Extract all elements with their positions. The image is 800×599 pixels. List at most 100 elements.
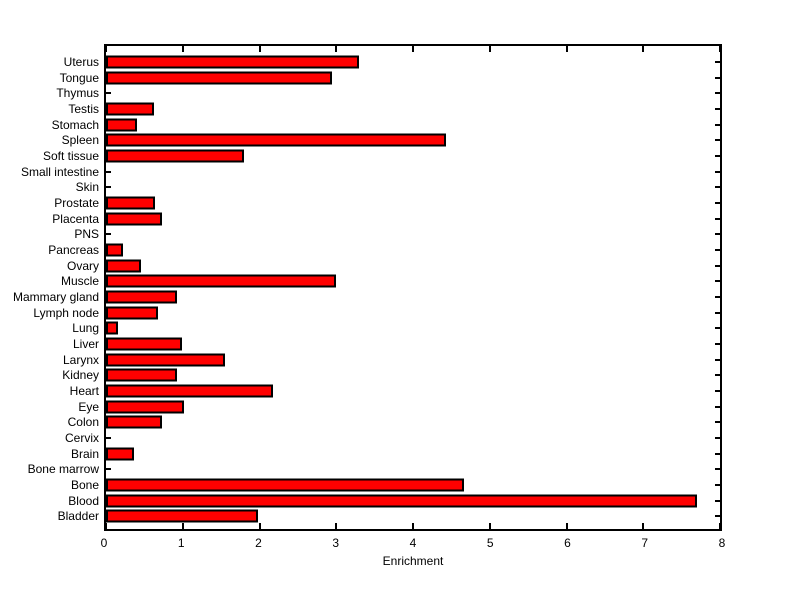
chart-row-heart <box>106 383 720 399</box>
x-tick-mark <box>105 523 107 529</box>
y-tick-mark <box>106 436 111 439</box>
y-tick-mark <box>715 201 720 204</box>
chart-row-thymus <box>106 85 720 101</box>
y-tick-mark <box>715 421 720 424</box>
bar-liver <box>106 337 182 351</box>
chart-row-ovary <box>106 258 720 274</box>
chart-row-kidney <box>106 367 720 383</box>
x-tick-mark <box>565 46 568 52</box>
y-tick-mark <box>106 233 111 236</box>
y-tick-mark <box>715 358 720 361</box>
bar-lymph-node <box>106 306 159 320</box>
chart-row-eye <box>106 399 720 415</box>
chart-row-prostate <box>106 195 720 211</box>
chart-row-testis <box>106 101 720 117</box>
chart-row-skin <box>106 179 720 195</box>
x-tick-mark <box>335 46 338 52</box>
x-tick-label: 6 <box>564 536 571 550</box>
x-tick-label: 1 <box>177 536 185 550</box>
bar-placenta <box>106 212 163 226</box>
plot-area <box>104 44 722 531</box>
bars-container <box>106 46 720 529</box>
chart-row-bone-marrow <box>106 461 720 477</box>
y-tick-label-tongue: Tongue <box>59 70 99 85</box>
x-tick-mark <box>488 46 491 52</box>
y-tick-mark <box>715 264 720 267</box>
y-tick-label-testis: Testis <box>68 101 99 116</box>
y-tick-mark <box>715 295 720 298</box>
y-tick-mark <box>715 92 720 95</box>
y-tick-label-uterus: Uterus <box>63 54 99 69</box>
y-tick-label-liver: Liver <box>72 336 99 351</box>
y-tick-mark <box>715 248 720 251</box>
y-tick-label-kidney: Kidney <box>62 368 99 383</box>
chart-row-soft-tissue <box>106 148 720 164</box>
x-tick-mark <box>642 523 645 529</box>
bar-tongue <box>106 71 333 84</box>
chart-row-pns <box>106 226 720 242</box>
bar-stomach <box>106 118 137 132</box>
bar-testis <box>106 102 155 116</box>
bar-pancreas <box>106 243 123 257</box>
y-tick-label-blood: Blood <box>68 493 99 508</box>
x-tick-label: 3 <box>332 536 340 550</box>
y-tick-label-skin: Skin <box>75 180 99 195</box>
y-tick-mark <box>715 311 720 314</box>
chart-row-stomach <box>106 117 720 133</box>
x-tick-mark <box>565 523 568 529</box>
y-tick-mark <box>715 186 720 189</box>
y-tick-label-brain: Brain <box>70 446 99 461</box>
chart-row-brain <box>106 446 720 462</box>
bar-soft-tissue <box>106 149 245 163</box>
chart-row-lymph-node <box>106 305 720 321</box>
x-tick-label: 8 <box>718 536 726 550</box>
x-tick-mark <box>258 46 261 52</box>
x-tick-mark <box>181 46 184 52</box>
x-tick-mark <box>412 523 414 529</box>
bar-blood <box>106 494 697 508</box>
bar-heart <box>106 384 273 398</box>
y-tick-label-larynx: Larynx <box>62 352 99 367</box>
chart-row-bone <box>106 477 720 493</box>
bar-eye <box>106 400 185 414</box>
chart-row-blood <box>106 493 720 509</box>
y-tick-label-placenta: Placenta <box>52 211 99 226</box>
y-tick-mark <box>106 92 111 95</box>
y-tick-mark <box>106 468 111 471</box>
y-tick-label-ovary: Ovary <box>66 258 99 273</box>
x-axis-tick-labels: 0 1 2 3 4 5 6 7 8 <box>101 536 726 550</box>
chart-row-liver <box>106 336 720 352</box>
y-tick-label-bladder: Bladder <box>57 509 99 524</box>
y-tick-mark <box>715 436 720 439</box>
chart-row-small-intestine <box>106 164 720 180</box>
y-tick-mark <box>715 170 720 173</box>
x-tick-mark <box>642 46 645 52</box>
x-tick-label: 5 <box>486 536 494 550</box>
bar-bladder <box>106 509 258 523</box>
bar-lung <box>106 321 119 335</box>
bar-prostate <box>106 196 156 210</box>
y-tick-mark <box>715 515 720 518</box>
y-tick-mark <box>715 468 720 471</box>
chart-row-colon <box>106 414 720 430</box>
y-tick-mark <box>715 217 720 220</box>
y-tick-mark <box>715 60 720 63</box>
y-tick-label-heart: Heart <box>69 383 99 398</box>
chart-row-pancreas <box>106 242 720 258</box>
x-tick-label: 4 <box>409 536 417 550</box>
y-tick-label-mammary-gland: Mammary gland <box>12 289 99 304</box>
chart-row-larynx <box>106 352 720 368</box>
y-tick-mark <box>715 483 720 486</box>
y-tick-label-small-intestine: Small intestine <box>20 164 99 179</box>
y-tick-mark <box>715 154 720 157</box>
x-tick-mark <box>412 46 414 52</box>
y-tick-mark <box>106 170 111 173</box>
bar-colon <box>106 415 163 429</box>
chart-row-placenta <box>106 211 720 227</box>
y-tick-label-eye: Eye <box>78 399 99 414</box>
y-tick-label-soft-tissue: Soft tissue <box>42 148 99 163</box>
y-tick-label-muscle: Muscle <box>60 274 99 289</box>
x-tick-mark <box>719 523 721 529</box>
bar-larynx <box>106 353 225 367</box>
